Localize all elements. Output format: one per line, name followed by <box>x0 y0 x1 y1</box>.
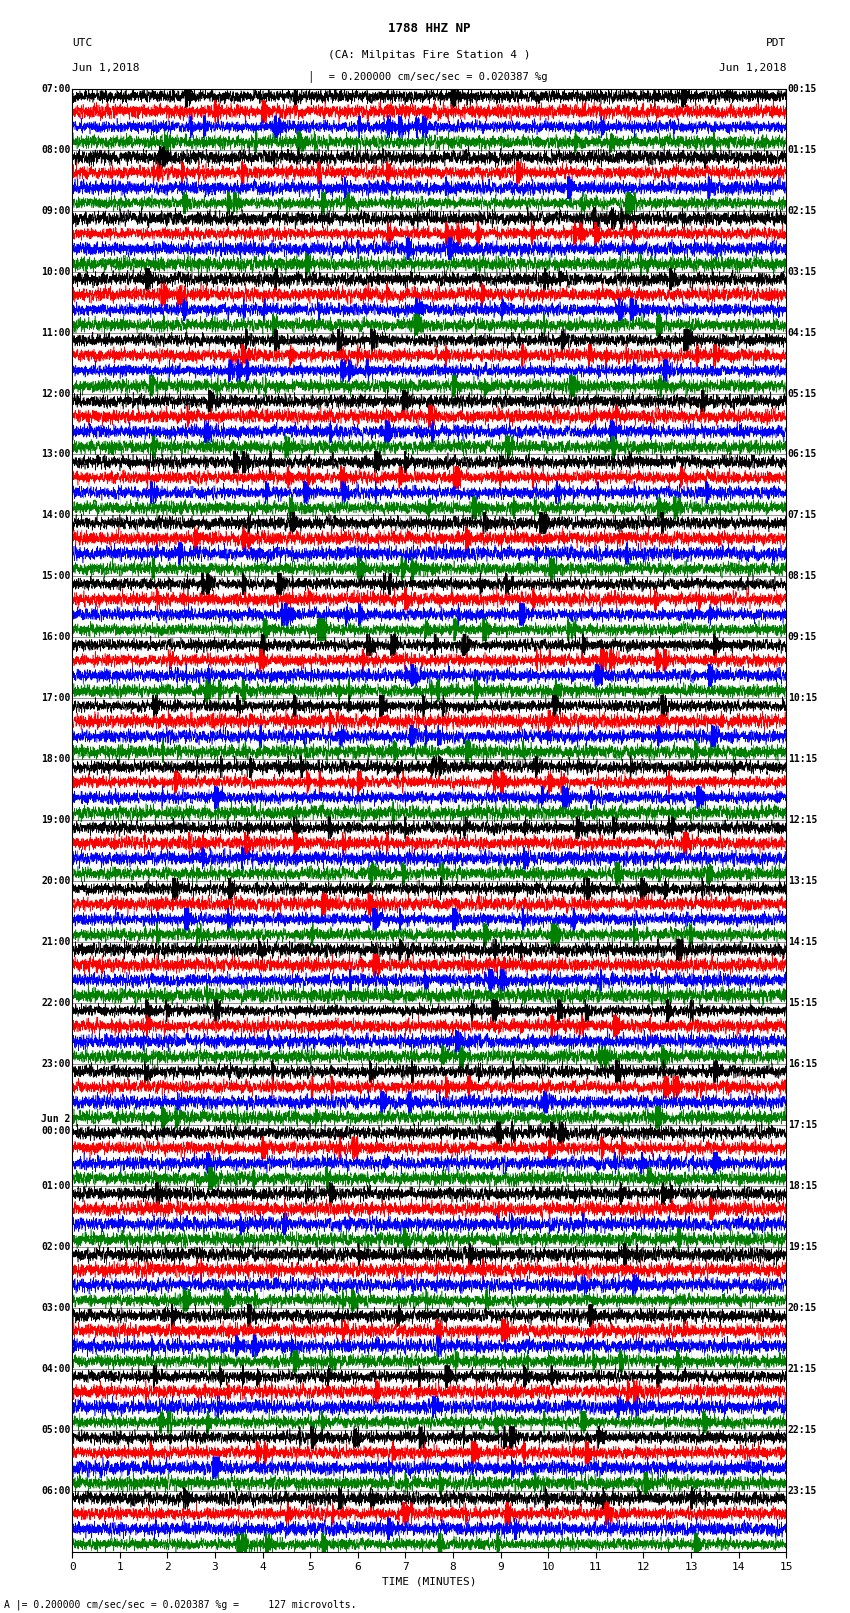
Text: 12:15: 12:15 <box>788 815 817 826</box>
Text: 17:15: 17:15 <box>788 1119 817 1131</box>
Text: 19:00: 19:00 <box>42 815 71 826</box>
Text: Jun 1,2018: Jun 1,2018 <box>719 63 786 73</box>
Text: 1788 HHZ NP: 1788 HHZ NP <box>388 23 471 35</box>
Text: 00:15: 00:15 <box>788 84 817 94</box>
Text: 14:15: 14:15 <box>788 937 817 947</box>
Text: 23:00: 23:00 <box>42 1060 71 1069</box>
Text: 05:15: 05:15 <box>788 389 817 398</box>
Text: 18:15: 18:15 <box>788 1181 817 1190</box>
Text: 02:00: 02:00 <box>42 1242 71 1252</box>
Text: 10:00: 10:00 <box>42 266 71 276</box>
Text: 21:00: 21:00 <box>42 937 71 947</box>
Text: 22:00: 22:00 <box>42 998 71 1008</box>
Text: 07:00: 07:00 <box>42 84 71 94</box>
Text: UTC: UTC <box>72 39 93 48</box>
Text: 03:15: 03:15 <box>788 266 817 276</box>
Text: 22:15: 22:15 <box>788 1424 817 1436</box>
Text: Jun 2
00:00: Jun 2 00:00 <box>42 1115 71 1136</box>
Text: 04:15: 04:15 <box>788 327 817 337</box>
Text: 11:15: 11:15 <box>788 755 817 765</box>
Text: 13:00: 13:00 <box>42 450 71 460</box>
X-axis label: TIME (MINUTES): TIME (MINUTES) <box>382 1576 477 1586</box>
Text: 21:15: 21:15 <box>788 1365 817 1374</box>
Text: 11:00: 11:00 <box>42 327 71 337</box>
Text: 06:00: 06:00 <box>42 1486 71 1495</box>
Text: 15:15: 15:15 <box>788 998 817 1008</box>
Text: 15:00: 15:00 <box>42 571 71 581</box>
Text: 20:00: 20:00 <box>42 876 71 886</box>
Text: 07:15: 07:15 <box>788 510 817 521</box>
Text: 14:00: 14:00 <box>42 510 71 521</box>
Text: 17:00: 17:00 <box>42 694 71 703</box>
Text: ▏  = 0.200000 cm/sec/sec = 0.020387 %g: ▏ = 0.200000 cm/sec/sec = 0.020387 %g <box>310 71 548 82</box>
Text: PDT: PDT <box>766 39 786 48</box>
Text: 19:15: 19:15 <box>788 1242 817 1252</box>
Text: A |= 0.200000 cm/sec/sec = 0.020387 %g =     127 microvolts.: A |= 0.200000 cm/sec/sec = 0.020387 %g =… <box>4 1598 357 1610</box>
Text: 06:15: 06:15 <box>788 450 817 460</box>
Text: 09:15: 09:15 <box>788 632 817 642</box>
Text: 12:00: 12:00 <box>42 389 71 398</box>
Text: 23:15: 23:15 <box>788 1486 817 1495</box>
Text: 08:15: 08:15 <box>788 571 817 581</box>
Text: 08:00: 08:00 <box>42 145 71 155</box>
Text: 03:00: 03:00 <box>42 1303 71 1313</box>
Text: 04:00: 04:00 <box>42 1365 71 1374</box>
Text: 05:00: 05:00 <box>42 1424 71 1436</box>
Text: 16:15: 16:15 <box>788 1060 817 1069</box>
Text: 01:00: 01:00 <box>42 1181 71 1190</box>
Text: 16:00: 16:00 <box>42 632 71 642</box>
Text: (CA: Milpitas Fire Station 4 ): (CA: Milpitas Fire Station 4 ) <box>328 50 530 60</box>
Text: Jun 1,2018: Jun 1,2018 <box>72 63 139 73</box>
Text: 18:00: 18:00 <box>42 755 71 765</box>
Text: 02:15: 02:15 <box>788 205 817 216</box>
Text: 13:15: 13:15 <box>788 876 817 886</box>
Text: 01:15: 01:15 <box>788 145 817 155</box>
Text: 20:15: 20:15 <box>788 1303 817 1313</box>
Text: 10:15: 10:15 <box>788 694 817 703</box>
Text: 09:00: 09:00 <box>42 205 71 216</box>
